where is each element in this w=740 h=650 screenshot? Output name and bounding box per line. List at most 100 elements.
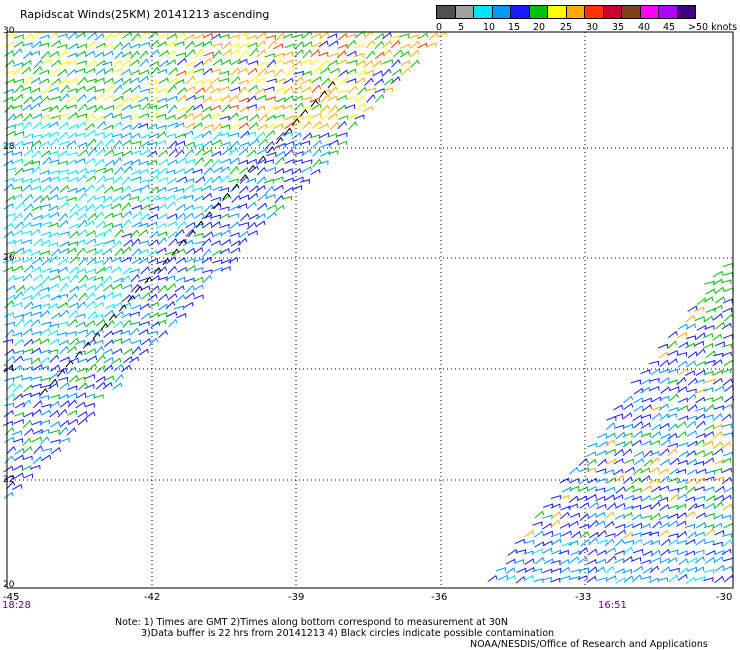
wind-barb: [84, 393, 95, 399]
wind-barb: [694, 449, 705, 456]
wind-barb: [41, 267, 52, 273]
wind-barb: [712, 359, 723, 367]
wind-barb: [121, 364, 132, 373]
wind-barb: [13, 78, 24, 84]
wind-barb: [157, 285, 168, 294]
wind-barb: [21, 376, 32, 382]
wind-barb: [204, 158, 214, 167]
wind-barb: [66, 60, 77, 66]
wind-barb: [22, 42, 33, 48]
wind-barb: [5, 167, 16, 172]
wind-barb: [114, 228, 125, 238]
wind-barb: [48, 205, 59, 212]
wind-barb: [6, 113, 17, 122]
wind-barb: [650, 368, 661, 376]
wind-barb: [102, 275, 113, 284]
wind-barb: [657, 343, 668, 349]
wind-barb: [273, 52, 285, 58]
wind-barb: [202, 96, 213, 104]
wind-barb: [177, 220, 187, 230]
wind-barb: [678, 405, 689, 411]
wind-barb: [4, 402, 15, 408]
wind-barb: [228, 147, 239, 156]
wind-barb: [183, 69, 194, 75]
wind-barb: [121, 294, 132, 302]
wind-barb: [669, 457, 680, 466]
wind-barb: [3, 364, 14, 373]
wind-barb: [291, 132, 302, 140]
wind-barb: [23, 384, 34, 393]
wind-barb: [38, 69, 50, 75]
wind-barb: [50, 446, 61, 455]
wind-barb: [108, 313, 117, 321]
wind-barb: [354, 114, 365, 120]
wind-barb: [551, 567, 562, 573]
wind-barb: [640, 575, 651, 581]
wind-barb: [328, 104, 339, 114]
wind-barb: [264, 69, 275, 75]
wind-barb: [714, 575, 725, 584]
wind-barb: [175, 133, 186, 139]
wind-barb: [722, 298, 733, 304]
wind-barb: [622, 412, 633, 420]
wind-barb: [239, 50, 249, 59]
wind-barb: [256, 94, 267, 101]
wind-barb: [283, 77, 294, 85]
wind-barb: [184, 141, 195, 147]
wind-barb: [148, 239, 159, 247]
wind-barb: [48, 121, 59, 128]
wind-barb: [210, 112, 221, 120]
wind-barb: [648, 478, 660, 484]
wind-barb: [650, 549, 661, 557]
wind-barb: [541, 576, 552, 582]
wind-barb: [632, 538, 643, 545]
wind-barb: [685, 323, 697, 330]
wind-barb: [229, 112, 239, 121]
wind-barb: [66, 68, 77, 77]
wind-barb: [676, 493, 687, 500]
wind-barb: [192, 103, 204, 111]
wind-barb: [523, 575, 534, 582]
wind-barb: [660, 433, 671, 439]
wind-barb: [15, 285, 26, 293]
wind-barb: [114, 310, 125, 319]
wind-barb: [193, 212, 204, 220]
wind-barb: [623, 575, 634, 583]
wind-barb: [677, 530, 688, 539]
wind-barb: [238, 222, 250, 227]
wind-barb: [212, 166, 224, 174]
wind-barb: [577, 556, 588, 564]
wind-barb: [167, 95, 178, 101]
wind-barb: [704, 457, 715, 465]
wind-barb: [339, 77, 350, 85]
wind-barb: [74, 339, 85, 346]
wind-barb: [687, 377, 698, 386]
wind-barb: [87, 147, 98, 157]
wind-barb: [721, 423, 732, 429]
wind-barb: [318, 123, 329, 130]
wind-barb: [686, 450, 697, 458]
wind-barb: [327, 95, 338, 101]
wind-barb: [85, 169, 96, 174]
wind-barb: [640, 432, 651, 438]
wind-barb: [150, 320, 161, 329]
wind-barb: [410, 40, 421, 49]
wind-barb: [176, 194, 187, 201]
lat-label-20: 20: [3, 580, 15, 590]
wind-barb: [505, 567, 516, 575]
wind-barb: [612, 413, 624, 419]
wind-barb: [669, 493, 680, 501]
wind-barb: [84, 402, 95, 408]
wind-barb: [255, 105, 266, 112]
wind-barb: [328, 86, 339, 95]
wind-barb: [149, 96, 160, 103]
wind-barb: [294, 102, 304, 111]
wind-barb: [248, 84, 259, 92]
wind-barb: [104, 138, 115, 147]
wind-barb: [372, 70, 383, 77]
wind-barb: [194, 48, 205, 58]
wind-barb: [211, 139, 222, 146]
wind-barb: [586, 485, 597, 492]
wind-barb: [156, 124, 167, 130]
wind-barb: [515, 575, 526, 584]
